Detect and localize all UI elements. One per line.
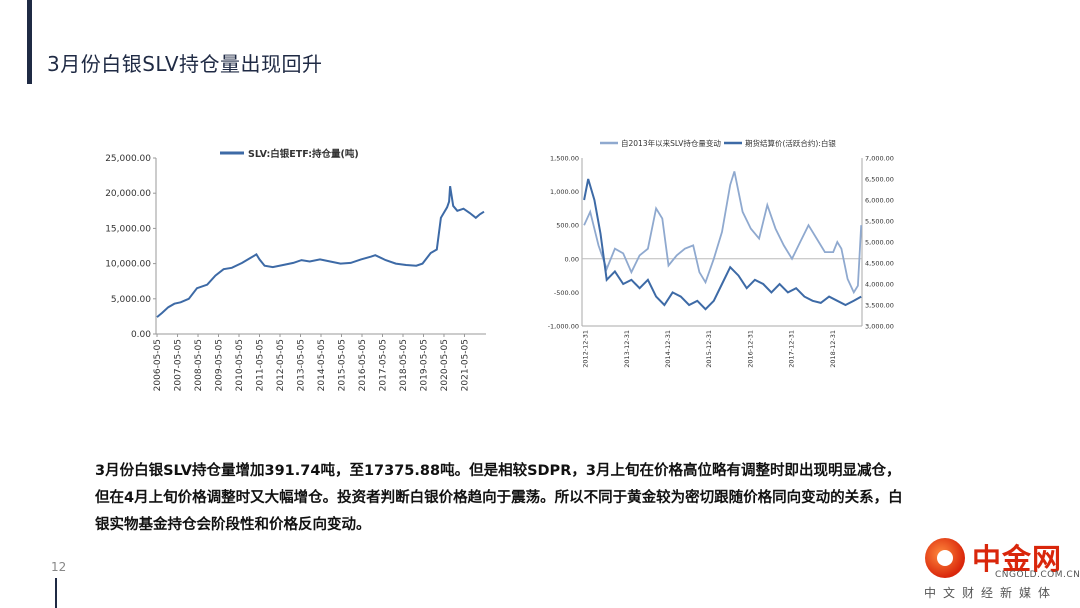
cngold-logo: 中金网 CNGOLD.COM.CN 中文财经新媒体 <box>920 534 1080 608</box>
y-right-tick-label: 3,000.00 <box>865 323 894 331</box>
x-tick-label: 2015-05-05 <box>337 339 347 391</box>
y-right-tick-label: 4,000.00 <box>865 281 894 289</box>
y-right-tick-label: 3,500.00 <box>865 302 894 310</box>
x-tick-label: 2009-05-05 <box>215 339 225 391</box>
y-tick-label: 5,000.00 <box>111 295 151 305</box>
body-paragraph: 3月份白银SLV持仓量增加391.74吨，至17375.88吨。但是相较SDPR… <box>95 458 995 539</box>
x-tick-label: 2016-12-31 <box>746 330 754 368</box>
y-left-tick-label: 1,500.00 <box>550 155 579 163</box>
legend-label: 自2013年以来SLV持仓量变动 <box>621 138 721 148</box>
series-line-slv-change <box>583 171 863 295</box>
x-tick-label: 2014-05-05 <box>317 339 327 391</box>
y-right-tick-label: 5,000.00 <box>865 239 894 247</box>
y-left-tick-label: 0.00 <box>565 255 579 263</box>
y-left-tick-label: 500.00 <box>556 222 579 230</box>
y-right-tick-label: 4,500.00 <box>865 260 894 268</box>
y-tick-label: 0.00 <box>131 330 151 340</box>
logo-mark-icon <box>925 538 965 578</box>
y-right-tick-label: 6,000.00 <box>865 197 894 205</box>
y-right-tick-label: 5,500.00 <box>865 218 894 226</box>
x-tick-label: 2007-05-05 <box>174 339 184 391</box>
x-tick-label: 2012-12-31 <box>582 330 590 368</box>
title-accent-bar <box>27 0 32 84</box>
slv-holdings-chart-svg: 25,000.00 20,000.00 15,000.00 10,000.00 5,00… <box>105 148 486 391</box>
x-tick-label: 2013-12-31 <box>623 330 631 368</box>
x-tick-label: 2017-12-31 <box>788 330 796 368</box>
slv-holdings-chart: 25,000.00 20,000.00 15,000.00 10,000.00 5,00… <box>98 138 498 408</box>
legend-label: SLV:白银ETF:持仓量(吨) <box>248 148 359 160</box>
series-line-slv-holdings <box>156 186 485 318</box>
x-tick-label: 2019-05-05 <box>419 339 429 391</box>
body-line: 银实物基金持仓会阶段性和价格反向变动。 <box>95 517 371 533</box>
y-right-tick-label: 7,000.00 <box>865 155 894 163</box>
x-tick-label: 2018-05-05 <box>399 339 409 391</box>
y-left-tick-label: 1,000.00 <box>550 188 579 196</box>
x-tick-label: 2016-05-05 <box>358 339 368 391</box>
x-tick-label: 2014-12-31 <box>664 330 672 368</box>
series-line-silver-futures-price <box>583 178 862 311</box>
x-tick-label: 2018-12-31 <box>829 330 837 368</box>
footer-rule <box>55 578 57 608</box>
x-tick-label: 2015-12-31 <box>705 330 713 368</box>
logo-site: CNGOLD.COM.CN <box>995 570 1080 580</box>
y-tick-label: 10,000.00 <box>105 260 151 270</box>
x-tick-label: 2017-05-05 <box>378 339 388 391</box>
y-tick-label: 20,000.00 <box>105 189 151 199</box>
y-tick-label: 25,000.00 <box>105 154 151 164</box>
logo-tagline: 中文财经新媒体 <box>924 586 1058 600</box>
x-tick-label: 2010-05-05 <box>235 339 245 391</box>
x-tick-label: 2020-05-05 <box>440 339 450 391</box>
body-line: 但在4月上旬价格调整时又大幅增仓。投资者判断白银价格趋向于震荡。所以不同于黄金较… <box>95 490 903 506</box>
x-tick-label: 2013-05-05 <box>297 339 307 391</box>
y-right-tick-label: 6,500.00 <box>865 176 894 184</box>
y-left-tick-label: -1,000.00 <box>548 323 579 331</box>
x-tick-label: 2008-05-05 <box>194 339 204 391</box>
slv-change-vs-price-chart-svg: 1,500.00 1,000.00 500.00 0.00 -500.00 -1,000.… <box>548 138 894 368</box>
logo-name: 中金网 <box>972 542 1063 576</box>
x-tick-label: 2012-05-05 <box>276 339 286 391</box>
x-tick-label: 2021-05-05 <box>460 339 470 391</box>
slide-title: 3月份白银SLV持仓量出现回升 <box>47 52 323 76</box>
body-line: 3月份白银SLV持仓量增加391.74吨，至17375.88吨。但是相较SDPR… <box>95 463 901 479</box>
page-number: 12 <box>51 560 67 574</box>
x-tick-label: 2006-05-05 <box>153 339 163 391</box>
legend-label: 期货结算价(活跃合约):白银 <box>745 138 836 148</box>
y-tick-label: 15,000.00 <box>105 224 151 234</box>
x-tick-label: 2011-05-05 <box>256 339 266 391</box>
slv-change-vs-price-chart: 1,500.00 1,000.00 500.00 0.00 -500.00 -1,000.… <box>544 130 904 380</box>
y-left-tick-label: -500.00 <box>554 289 579 297</box>
